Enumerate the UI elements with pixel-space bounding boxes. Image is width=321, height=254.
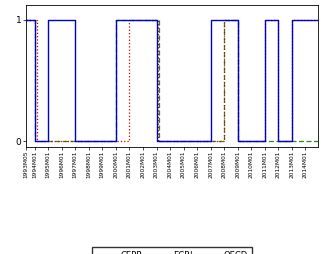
CEPR	[261, 140, 265, 143]
OECD	[148, 18, 152, 21]
Legend: CEPR, ECRI, OECD: CEPR, ECRI, OECD	[92, 247, 252, 254]
CEPR	[148, 18, 152, 21]
ECRI	[316, 18, 320, 21]
CEPR	[67, 140, 71, 143]
CEPR	[24, 18, 28, 21]
ECRI	[261, 140, 265, 143]
OECD	[60, 18, 64, 21]
ECRI	[148, 18, 152, 21]
ECRI	[35, 140, 39, 143]
ECRI	[147, 18, 151, 21]
CEPR	[303, 140, 307, 143]
OECD	[67, 18, 71, 21]
CEPR	[147, 18, 151, 21]
CEPR	[60, 140, 64, 143]
Line: CEPR: CEPR	[26, 20, 318, 141]
ECRI	[303, 18, 307, 21]
OECD	[316, 18, 320, 21]
Line: ECRI: ECRI	[26, 20, 318, 141]
CEPR	[316, 140, 320, 143]
ECRI	[60, 140, 64, 143]
ECRI	[67, 140, 71, 143]
ECRI	[24, 18, 28, 21]
Line: OECD: OECD	[26, 20, 318, 141]
OECD	[261, 140, 265, 143]
OECD	[33, 140, 37, 143]
CEPR	[33, 140, 37, 143]
OECD	[303, 18, 307, 21]
OECD	[147, 18, 151, 21]
OECD	[24, 18, 28, 21]
